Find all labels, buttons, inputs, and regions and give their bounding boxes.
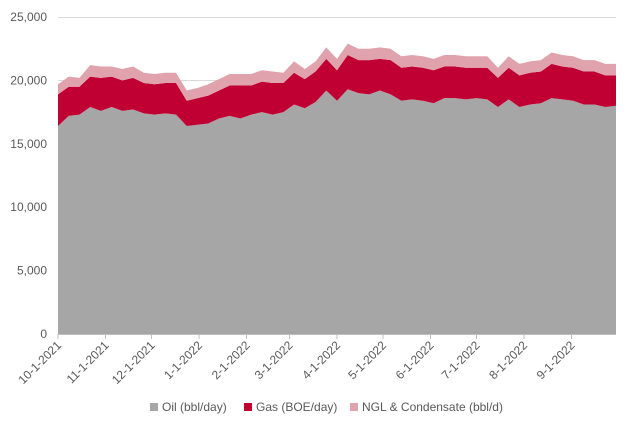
x-tick-label: 1-1-2022: [161, 338, 205, 382]
y-tick-label: 10,000: [10, 200, 47, 214]
legend: Oil (bbl/day) Gas (BOE/day) NGL & Condensa…: [150, 400, 503, 414]
area-series-2: [58, 55, 616, 127]
x-tick-label: 6-1-2022: [393, 338, 437, 382]
area-series: [58, 43, 616, 334]
legend-label: Gas (BOE/day): [256, 400, 337, 414]
legend-swatch: [350, 403, 358, 411]
y-tick-label: 25,000: [10, 10, 47, 24]
x-tick-label: 4-1-2022: [299, 338, 343, 382]
y-tick-label: 15,000: [10, 137, 47, 151]
y-tick-label: 0: [40, 327, 47, 341]
x-tick-label: 3-1-2022: [252, 338, 296, 382]
x-tick-label: 11-1-2021: [64, 338, 112, 386]
x-tick-label: 8-1-2022: [486, 338, 530, 382]
x-tick-label: 5-1-2022: [345, 338, 389, 382]
x-tick-label: 12-1-2021: [109, 338, 158, 387]
axes: [57, 334, 616, 339]
x-tick-label: 9-1-2022: [534, 338, 578, 382]
legend-swatch: [244, 403, 252, 411]
area-series-3: [58, 43, 616, 101]
legend-label: NGL & Condensate (bbl/d): [362, 400, 503, 414]
x-tick-label: 2-1-2022: [209, 338, 253, 382]
x-tick-label: 10-1-2021: [16, 338, 65, 387]
y-tick-label: 20,000: [10, 73, 47, 87]
legend-swatch: [150, 403, 158, 411]
x-tick-label: 7-1-2022: [439, 338, 483, 382]
y-tick-label: 5,000: [17, 264, 47, 278]
legend-label: Oil (bbl/day): [162, 400, 227, 414]
y-axis-tick-labels: 0 5,000 10,000 15,000 20,000 25,000: [10, 10, 47, 341]
area-series-1: [58, 89, 616, 334]
